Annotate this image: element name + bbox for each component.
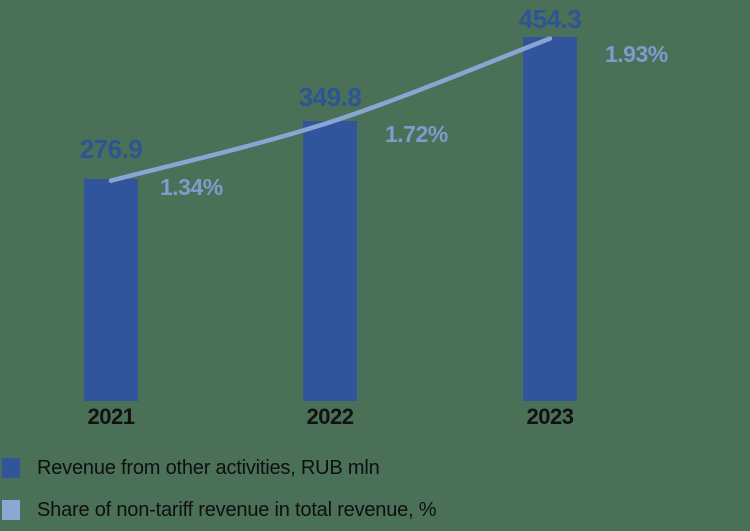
legend: Revenue from other activities, RUB mln S…	[2, 458, 437, 531]
bar-value-label-2021: 276.9	[79, 134, 143, 165]
legend-swatch-line-icon	[2, 500, 20, 520]
line-point-label-2023: 1.93%	[605, 41, 668, 67]
bar-value-label-2022: 349.8	[298, 81, 362, 112]
line-point-label-2021: 1.34%	[160, 174, 223, 201]
legend-label-line-series: Share of non-tariff revenue in total rev…	[37, 499, 437, 521]
legend-label-bar-series: Revenue from other activities, RUB mln	[37, 457, 380, 479]
legend-swatch-bar-icon	[2, 458, 20, 478]
bar-value-label-2023: 454.3	[518, 4, 582, 34]
x-axis-label-2021: 2021	[87, 404, 135, 429]
legend-item-bar-series: Revenue from other activities, RUB mln	[2, 458, 436, 478]
bar-2023	[523, 37, 577, 401]
bar-2022	[303, 120, 357, 401]
x-axis-label-2023: 2023	[526, 404, 574, 429]
bar-2021	[84, 179, 138, 401]
x-axis-label-2022: 2022	[306, 404, 354, 429]
line-point-label-2022: 1.72%	[385, 120, 448, 147]
legend-item-line-series: Share of non-tariff revenue in total rev…	[2, 499, 437, 521]
